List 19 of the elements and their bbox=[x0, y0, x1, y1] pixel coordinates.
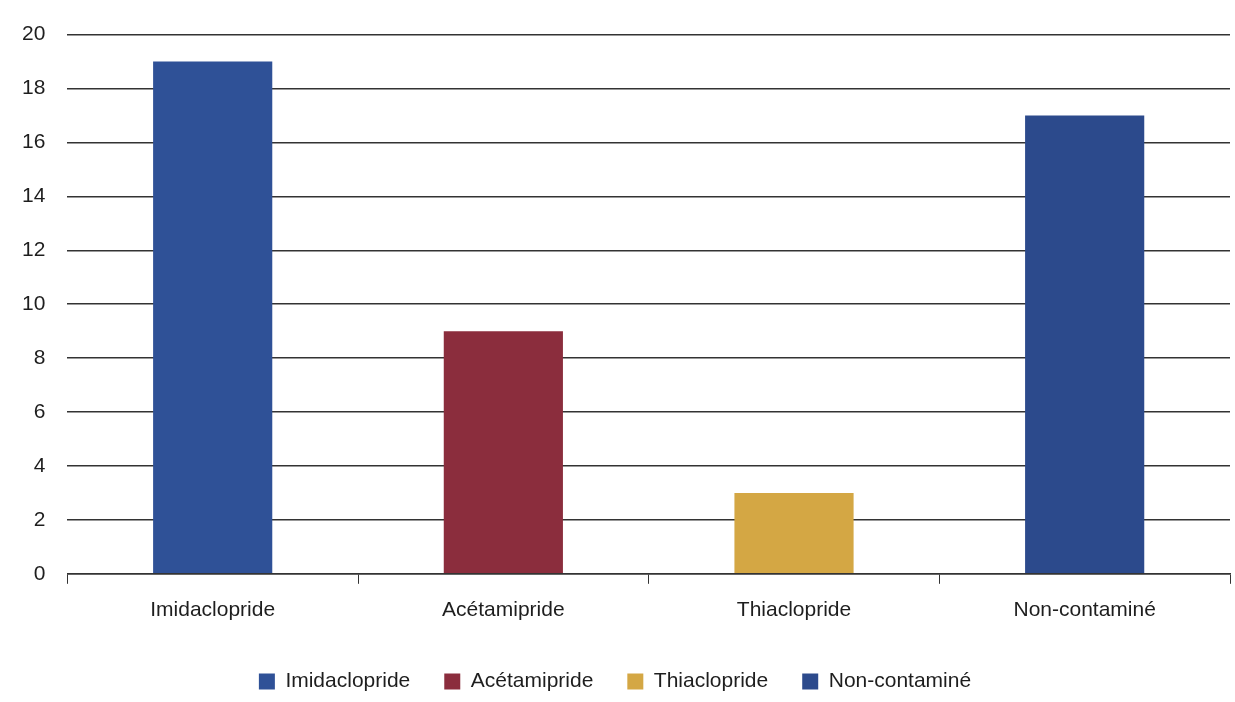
y-tick-label: 20 bbox=[22, 21, 46, 45]
y-tick-label: 10 bbox=[22, 291, 46, 314]
x-tick-label: Thiaclopride bbox=[736, 597, 852, 621]
legend-label: Acétamipride bbox=[470, 668, 594, 692]
y-tick-label: 14 bbox=[22, 183, 46, 207]
y-tick-label: 12 bbox=[22, 237, 46, 261]
y-tick-label: 8 bbox=[33, 344, 46, 368]
y-tick-label: 0 bbox=[33, 560, 46, 584]
legend-label: Thiaclopride bbox=[653, 668, 769, 692]
y-tick-label: 18 bbox=[22, 75, 46, 99]
legend-label: Imidaclopride bbox=[285, 668, 411, 692]
x-tick-label: Acétamipride bbox=[442, 597, 565, 621]
x-tick-label: Imidaclopride bbox=[150, 597, 276, 621]
y-tick-label: 2 bbox=[33, 506, 46, 530]
x-tick-label: Non-contaminé bbox=[1013, 597, 1156, 621]
legend-label: Non-contaminé bbox=[828, 668, 972, 692]
y-tick-label: 4 bbox=[33, 452, 46, 476]
y-tick-label: 6 bbox=[33, 398, 46, 422]
y-tick-label: 16 bbox=[22, 129, 46, 153]
